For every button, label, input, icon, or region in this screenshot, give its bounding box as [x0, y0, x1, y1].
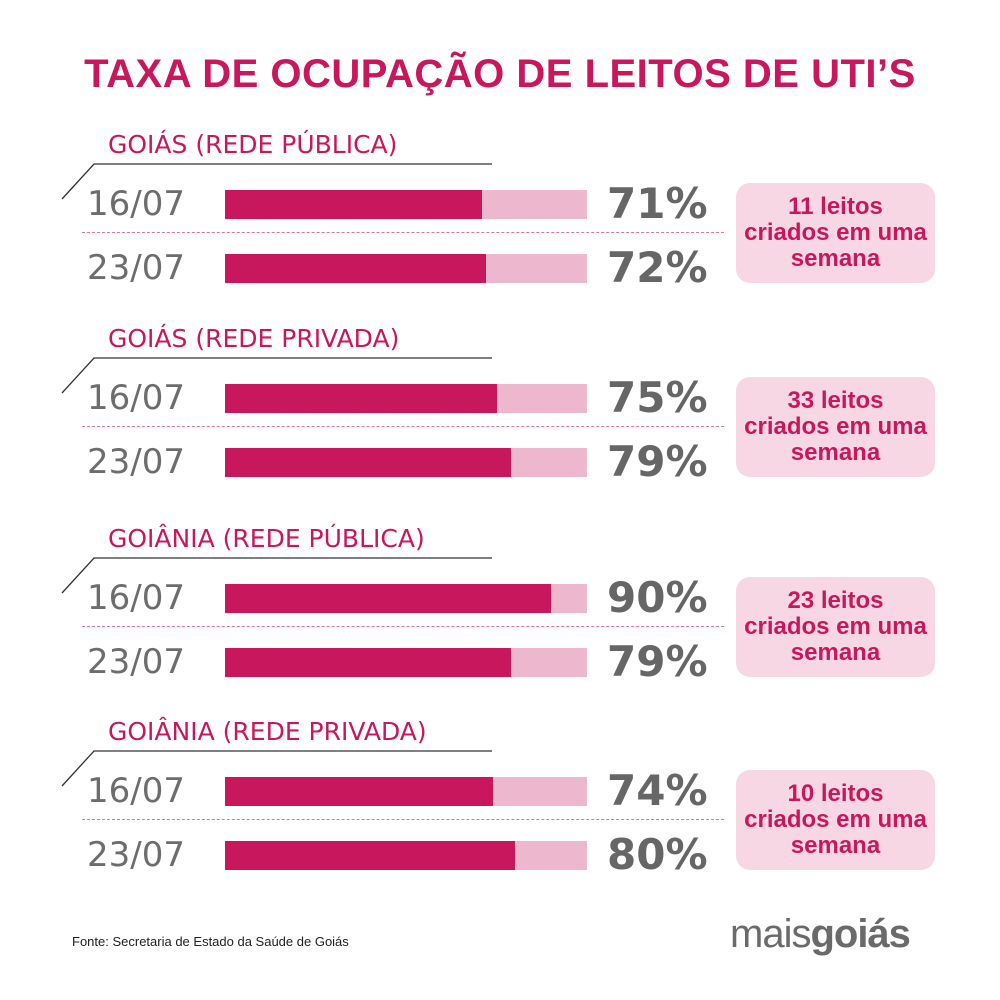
chart-group: GOIÁS (REDE PÚBLICA) 16/07 71% 23/07 72% 11 l… — [0, 130, 1000, 310]
row-separator — [82, 626, 724, 627]
chart-group: GOIÂNIA (REDE PRIVADA) 16/07 74% 23/07 80% 10… — [0, 717, 1000, 897]
group-title: GOIÁS (REDE PRIVADA) — [108, 324, 400, 353]
beds-created-note: 33 leitos criados em uma semana — [736, 377, 935, 477]
source-note: Fonte: Secretaria de Estado da Saúde de … — [72, 934, 349, 949]
row-separator — [82, 819, 724, 820]
bar-fill — [225, 384, 497, 413]
bar-track — [225, 777, 587, 806]
group-title: GOIÁS (REDE PÚBLICA) — [108, 130, 398, 159]
row-date: 16/07 — [87, 771, 185, 811]
chart-group: GOIÂNIA (REDE PÚBLICA) 16/07 90% 23/07 79% 23… — [0, 524, 1000, 704]
beds-created-note: 10 leitos criados em uma semana — [736, 770, 935, 870]
group-title: GOIÂNIA (REDE PRIVADA) — [108, 717, 427, 746]
bar-track — [225, 254, 587, 283]
percent-label: 74% — [607, 766, 708, 815]
bar-track — [225, 384, 587, 413]
percent-label: 79% — [607, 437, 708, 486]
bar-track — [225, 648, 587, 677]
logo-part-goias: goiás — [810, 912, 910, 956]
bar-fill — [225, 254, 486, 283]
chart-group: GOIÁS (REDE PRIVADA) 16/07 75% 23/07 79% 33 l… — [0, 324, 1000, 504]
percent-label: 72% — [607, 243, 708, 292]
row-separator — [82, 232, 724, 233]
bar-fill — [225, 841, 515, 870]
row-date: 16/07 — [87, 378, 185, 418]
bar-track — [225, 448, 587, 477]
row-date: 23/07 — [87, 442, 185, 482]
bar-row: 23/07 72% — [0, 243, 730, 292]
bar-fill — [225, 190, 483, 219]
chart-title: TAXA DE OCUPAÇÃO DE LEITOS DE UTI’S — [84, 52, 916, 96]
bar-row: 16/07 90% — [0, 573, 730, 622]
row-date: 23/07 — [87, 248, 185, 288]
percent-label: 79% — [607, 637, 708, 686]
percent-label: 75% — [607, 373, 708, 422]
bar-row: 16/07 74% — [0, 766, 730, 815]
bar-row: 23/07 80% — [0, 830, 730, 879]
row-date: 16/07 — [87, 184, 185, 224]
beds-created-note: 23 leitos criados em uma semana — [736, 577, 935, 677]
row-separator — [82, 426, 724, 427]
percent-label: 71% — [607, 179, 708, 228]
group-title: GOIÂNIA (REDE PÚBLICA) — [108, 524, 425, 553]
row-date: 23/07 — [87, 835, 185, 875]
bar-row: 16/07 75% — [0, 373, 730, 422]
row-date: 23/07 — [87, 642, 185, 682]
bar-row: 16/07 71% — [0, 179, 730, 228]
bar-row: 23/07 79% — [0, 637, 730, 686]
bar-row: 23/07 79% — [0, 437, 730, 486]
bar-fill — [225, 448, 511, 477]
logo-part-mais: mais — [730, 912, 811, 956]
bar-fill — [225, 777, 493, 806]
percent-label: 90% — [607, 573, 708, 622]
row-date: 16/07 — [87, 578, 185, 618]
bar-track — [225, 584, 587, 613]
bar-track — [225, 190, 587, 219]
percent-label: 80% — [607, 830, 708, 879]
bar-track — [225, 841, 587, 870]
beds-created-note: 11 leitos criados em uma semana — [736, 183, 935, 283]
group-underline — [61, 750, 492, 787]
bar-fill — [225, 648, 511, 677]
group-underline — [61, 357, 492, 394]
brand-logo: maisgoiás — [730, 912, 911, 957]
group-underline — [61, 557, 492, 594]
bar-fill — [225, 584, 551, 613]
group-underline — [61, 163, 492, 200]
